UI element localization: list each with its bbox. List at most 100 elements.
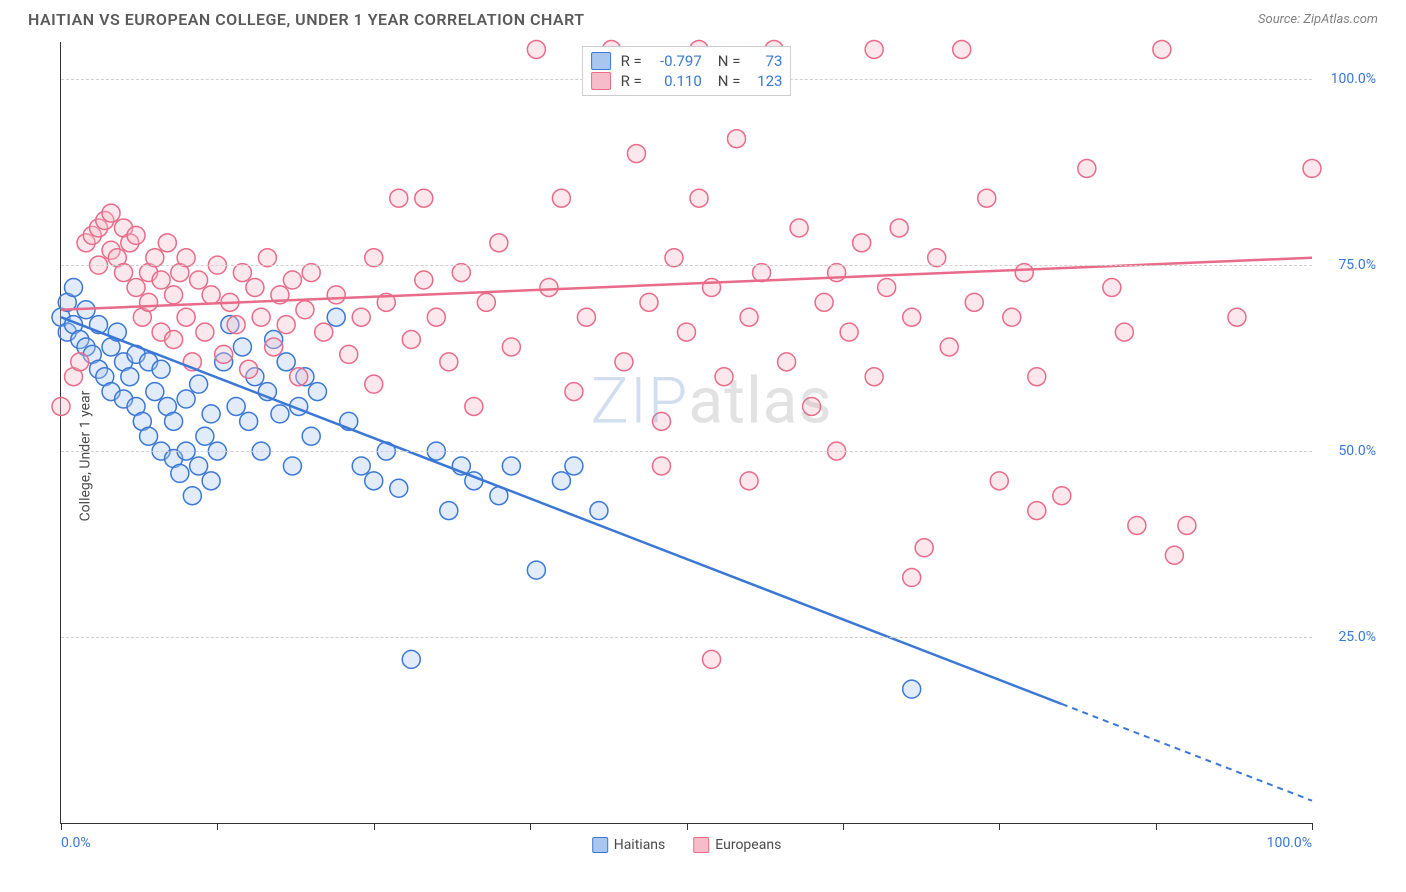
scatter-point-europeans xyxy=(52,397,70,415)
scatter-point-europeans xyxy=(778,353,796,371)
scatter-point-europeans xyxy=(477,293,495,311)
x-tick xyxy=(61,823,62,830)
scatter-point-haitians xyxy=(352,457,370,475)
scatter-point-europeans xyxy=(402,331,420,349)
chart-title: HAITIAN VS EUROPEAN COLLEGE, UNDER 1 YEA… xyxy=(28,10,585,29)
scatter-svg-layer xyxy=(61,42,1312,823)
scatter-point-europeans xyxy=(840,323,858,341)
scatter-point-haitians xyxy=(402,650,420,668)
scatter-point-europeans xyxy=(240,360,258,378)
scatter-point-haitians xyxy=(233,338,251,356)
gridline xyxy=(61,637,1312,638)
x-tick xyxy=(1156,823,1157,830)
source-attribution: Source: ZipAtlas.com xyxy=(1258,12,1378,27)
scatter-point-europeans xyxy=(1103,278,1121,296)
scatter-point-haitians xyxy=(202,405,220,423)
x-tick xyxy=(217,823,218,830)
scatter-point-europeans xyxy=(1028,502,1046,520)
scatter-point-europeans xyxy=(452,264,470,282)
scatter-point-europeans xyxy=(803,397,821,415)
x-tick xyxy=(374,823,375,830)
scatter-point-europeans xyxy=(202,286,220,304)
scatter-point-europeans xyxy=(115,264,133,282)
y-tick-label: 50.0% xyxy=(1318,443,1376,459)
scatter-point-europeans xyxy=(865,368,883,386)
scatter-point-europeans xyxy=(127,226,145,244)
scatter-point-haitians xyxy=(140,427,158,445)
scatter-point-europeans xyxy=(790,219,808,237)
scatter-point-haitians xyxy=(152,360,170,378)
scatter-point-europeans xyxy=(365,375,383,393)
scatter-point-europeans xyxy=(965,293,983,311)
scatter-point-europeans xyxy=(140,293,158,311)
scatter-point-europeans xyxy=(740,308,758,326)
scatter-point-europeans xyxy=(352,308,370,326)
scatter-point-europeans xyxy=(415,271,433,289)
scatter-point-haitians xyxy=(590,502,608,520)
stats-swatch-europeans xyxy=(591,72,611,90)
scatter-point-europeans xyxy=(265,338,283,356)
gridline xyxy=(61,451,1312,452)
scatter-point-europeans xyxy=(165,331,183,349)
scatter-point-europeans xyxy=(865,40,883,58)
legend-label-europeans: Europeans xyxy=(715,837,781,853)
stats-r-label: R = xyxy=(621,72,642,90)
scatter-point-europeans xyxy=(815,293,833,311)
y-tick-label: 25.0% xyxy=(1318,629,1376,645)
x-tick xyxy=(843,823,844,830)
scatter-point-europeans xyxy=(1028,368,1046,386)
scatter-point-haitians xyxy=(190,457,208,475)
x-tick-label: 0.0% xyxy=(61,835,91,851)
scatter-point-europeans xyxy=(527,40,545,58)
scatter-point-haitians xyxy=(183,487,201,505)
scatter-point-europeans xyxy=(227,316,245,334)
stats-r-value-haitians: -0.797 xyxy=(648,52,702,70)
scatter-point-europeans xyxy=(640,293,658,311)
stats-r-label: R = xyxy=(621,52,642,70)
scatter-point-haitians xyxy=(527,561,545,579)
scatter-point-haitians xyxy=(171,464,189,482)
trend-line-haitians xyxy=(61,317,1062,704)
legend-label-haitians: Haitians xyxy=(614,837,666,853)
stats-row-europeans: R =0.110N =123 xyxy=(591,71,783,91)
scatter-point-europeans xyxy=(440,353,458,371)
scatter-point-europeans xyxy=(953,40,971,58)
scatter-point-europeans xyxy=(565,383,583,401)
scatter-point-haitians xyxy=(565,457,583,475)
scatter-point-europeans xyxy=(390,189,408,207)
scatter-point-europeans xyxy=(152,271,170,289)
scatter-point-europeans xyxy=(740,472,758,490)
x-tick xyxy=(530,823,531,830)
legend-swatch-europeans xyxy=(693,837,709,853)
x-tick xyxy=(1312,823,1313,830)
scatter-point-europeans xyxy=(302,264,320,282)
scatter-point-europeans xyxy=(715,368,733,386)
scatter-point-europeans xyxy=(903,308,921,326)
scatter-point-europeans xyxy=(415,189,433,207)
gridline xyxy=(61,265,1312,266)
scatter-point-europeans xyxy=(903,569,921,587)
scatter-point-europeans xyxy=(1115,323,1133,341)
scatter-point-haitians xyxy=(196,427,214,445)
scatter-point-europeans xyxy=(502,338,520,356)
scatter-point-europeans xyxy=(315,323,333,341)
scatter-point-europeans xyxy=(340,345,358,363)
scatter-point-europeans xyxy=(1053,487,1071,505)
scatter-point-europeans xyxy=(146,249,164,267)
scatter-point-europeans xyxy=(277,316,295,334)
stats-n-label: N = xyxy=(718,52,741,70)
scatter-point-europeans xyxy=(753,264,771,282)
scatter-point-europeans xyxy=(1153,40,1171,58)
scatter-point-europeans xyxy=(853,234,871,252)
scatter-point-europeans xyxy=(990,472,1008,490)
x-tick-label: 100.0% xyxy=(1267,835,1312,851)
scatter-point-europeans xyxy=(890,219,908,237)
scatter-point-europeans xyxy=(252,308,270,326)
scatter-point-haitians xyxy=(121,368,139,386)
scatter-point-europeans xyxy=(1165,546,1183,564)
stats-n-value-haitians: 73 xyxy=(746,52,782,70)
scatter-point-haitians xyxy=(202,472,220,490)
scatter-point-haitians xyxy=(177,390,195,408)
y-tick-label: 75.0% xyxy=(1318,257,1376,273)
y-tick-label: 100.0% xyxy=(1318,71,1376,87)
